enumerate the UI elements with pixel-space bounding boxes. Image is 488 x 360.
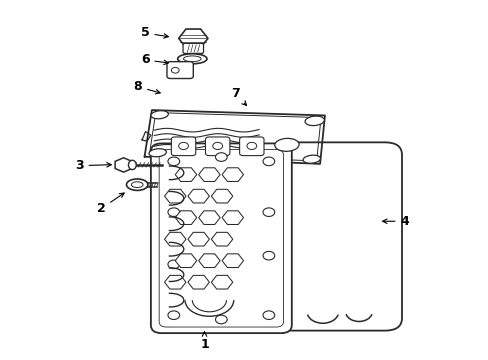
Ellipse shape: [149, 149, 166, 157]
FancyBboxPatch shape: [275, 142, 401, 330]
Text: 1: 1: [200, 332, 208, 351]
Ellipse shape: [167, 208, 179, 216]
Ellipse shape: [177, 54, 206, 64]
Ellipse shape: [171, 67, 179, 73]
FancyBboxPatch shape: [183, 43, 203, 53]
Ellipse shape: [126, 179, 148, 190]
Ellipse shape: [263, 157, 274, 166]
Text: 4: 4: [382, 215, 408, 228]
Ellipse shape: [263, 208, 274, 216]
Polygon shape: [144, 110, 325, 164]
FancyBboxPatch shape: [205, 137, 229, 156]
Text: 8: 8: [133, 80, 160, 94]
Text: 5: 5: [141, 27, 168, 40]
Ellipse shape: [215, 153, 227, 161]
Ellipse shape: [131, 182, 143, 188]
Ellipse shape: [263, 251, 274, 260]
Text: 3: 3: [75, 159, 111, 172]
Ellipse shape: [183, 56, 201, 62]
Text: 6: 6: [141, 53, 168, 66]
Ellipse shape: [303, 155, 320, 163]
Ellipse shape: [305, 116, 324, 126]
FancyBboxPatch shape: [239, 137, 264, 156]
Ellipse shape: [167, 157, 179, 166]
Ellipse shape: [212, 142, 222, 149]
Ellipse shape: [167, 311, 179, 319]
Text: 7: 7: [230, 87, 246, 105]
Ellipse shape: [128, 160, 136, 170]
FancyBboxPatch shape: [151, 143, 291, 333]
FancyBboxPatch shape: [159, 149, 283, 327]
Ellipse shape: [167, 260, 179, 269]
Ellipse shape: [274, 138, 299, 151]
Ellipse shape: [246, 142, 256, 149]
Ellipse shape: [178, 142, 188, 149]
Ellipse shape: [151, 111, 168, 119]
FancyBboxPatch shape: [166, 62, 193, 78]
Ellipse shape: [215, 315, 227, 324]
Text: 2: 2: [97, 193, 124, 215]
FancyBboxPatch shape: [171, 137, 195, 156]
Ellipse shape: [263, 311, 274, 319]
